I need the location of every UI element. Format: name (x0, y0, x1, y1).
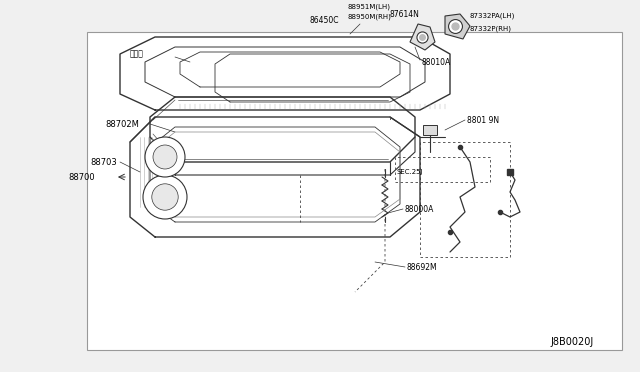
Text: 非壳壳: 非壳壳 (130, 49, 144, 58)
Text: J8B0020J: J8B0020J (550, 337, 593, 347)
Text: 88700: 88700 (68, 173, 95, 182)
Text: 88702M: 88702M (105, 119, 139, 128)
Circle shape (153, 145, 177, 169)
Text: 88000A: 88000A (405, 205, 435, 214)
Circle shape (152, 184, 178, 210)
Text: 87614N: 87614N (390, 10, 420, 19)
Text: 88010A: 88010A (422, 58, 451, 67)
Bar (423, 125, 437, 135)
Circle shape (145, 137, 185, 177)
Text: 87332P(RH): 87332P(RH) (470, 26, 512, 32)
Text: 86450C: 86450C (310, 16, 339, 25)
Circle shape (143, 175, 187, 219)
Polygon shape (445, 14, 470, 39)
Bar (87, 32, 622, 350)
Text: 88951M(LH): 88951M(LH) (348, 4, 391, 10)
Text: 88692M: 88692M (407, 263, 438, 273)
Text: 87332PA(LH): 87332PA(LH) (470, 13, 515, 19)
Text: 8801 9N: 8801 9N (467, 115, 499, 125)
Polygon shape (410, 24, 435, 50)
Text: 88703: 88703 (90, 157, 116, 167)
Text: SEC.25J: SEC.25J (397, 169, 424, 175)
Text: 88950M(RH): 88950M(RH) (348, 14, 392, 20)
